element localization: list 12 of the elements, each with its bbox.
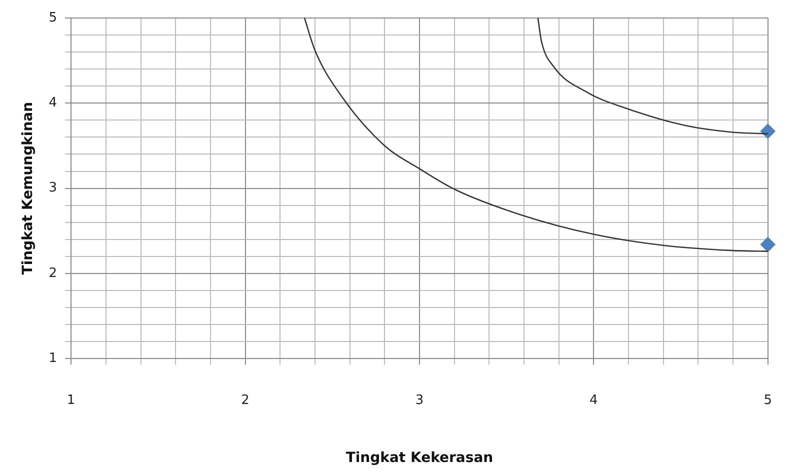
y-axis-title: Tingkat Kemungkinan bbox=[20, 102, 36, 275]
y-tick-label: 3 bbox=[48, 180, 58, 196]
y-tick-label: 2 bbox=[48, 266, 58, 281]
x-tick-label: 2 bbox=[241, 392, 250, 408]
y-tick-label: 5 bbox=[48, 10, 58, 26]
x-axis-title: Tingkat Kekerasan bbox=[346, 450, 494, 466]
y-tick-label: 4 bbox=[48, 96, 58, 111]
x-tick-label: 5 bbox=[764, 392, 772, 408]
x-tick-label: 1 bbox=[66, 392, 76, 408]
x-tick-label: 3 bbox=[415, 392, 424, 408]
y-tick-label: 1 bbox=[48, 350, 58, 366]
x-tick-label: 4 bbox=[590, 392, 598, 408]
